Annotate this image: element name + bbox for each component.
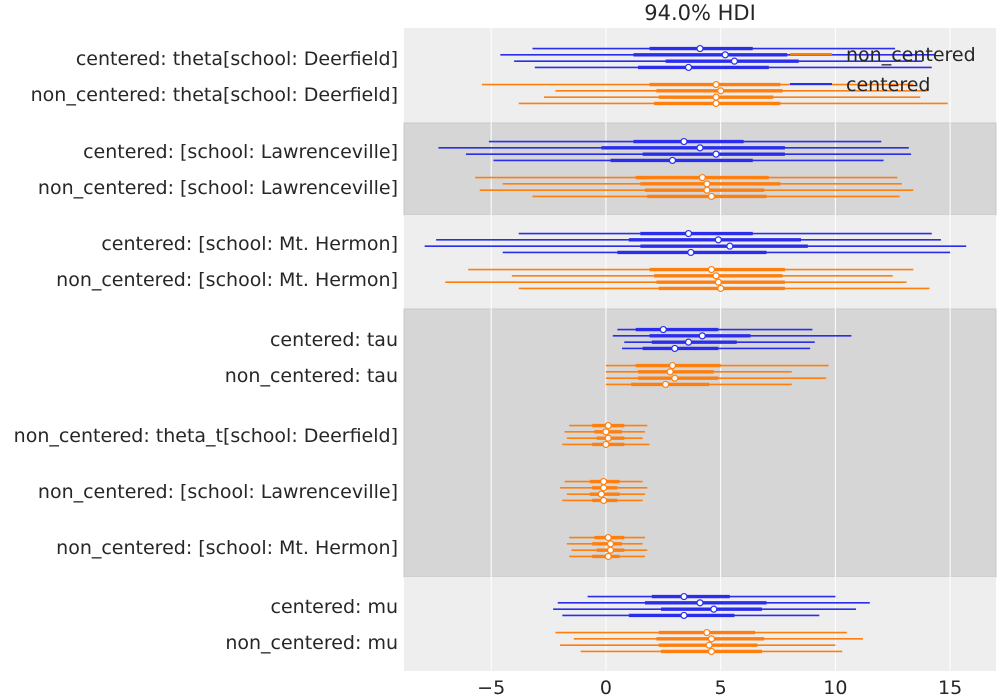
median-point-row5-chain1 bbox=[712, 272, 720, 280]
median-point-row3-chain3 bbox=[707, 192, 716, 201]
x-tick-label-1: 0 bbox=[600, 677, 612, 699]
band-4 bbox=[404, 577, 996, 671]
row-10-non_centered bbox=[566, 533, 648, 561]
median-point-row0-chain0 bbox=[696, 44, 704, 53]
row-2-centered bbox=[438, 137, 912, 165]
x-tick-label-4: 15 bbox=[938, 677, 962, 699]
legend-label-non-centered: non_centered bbox=[846, 44, 976, 66]
y-label-row-0: centered: theta[school: Deerfield] bbox=[76, 48, 398, 70]
row-0-centered bbox=[500, 44, 935, 72]
median-point-row5-chain3 bbox=[717, 284, 725, 293]
band-0 bbox=[404, 28, 996, 123]
y-label-row-8: non_centered: theta_t[school: Deerfield] bbox=[14, 425, 398, 447]
y-label-row-11: centered: mu bbox=[271, 596, 398, 618]
chart-title: 94.0% HDI bbox=[644, 1, 756, 25]
x-tick-labels: −5 0 5 10 15 bbox=[477, 677, 962, 699]
median-point-row12-chain0 bbox=[703, 628, 711, 637]
median-point-row10-chain3 bbox=[604, 552, 612, 561]
median-point-row8-chain3 bbox=[602, 440, 610, 449]
y-label-row-1: non_centered: theta[school: Deerfield] bbox=[31, 84, 398, 106]
median-point-row11-chain3 bbox=[680, 611, 688, 620]
median-point-row4-chain0 bbox=[684, 229, 693, 238]
median-point-row12-chain1 bbox=[707, 635, 716, 643]
median-point-row11-chain0 bbox=[680, 592, 688, 601]
median-point-row1-chain3 bbox=[712, 99, 720, 108]
band-3 bbox=[403, 308, 997, 578]
row-9-non_centered bbox=[560, 477, 648, 505]
median-point-row10-chain2 bbox=[606, 546, 615, 554]
median-point-row11-chain2 bbox=[710, 605, 718, 613]
y-label-row-9: non_centered: [school: Lawrenceville] bbox=[38, 481, 398, 503]
median-point-row0-chain3 bbox=[684, 63, 693, 72]
median-point-row0-chain2 bbox=[730, 57, 739, 65]
median-point-row9-chain0 bbox=[600, 477, 608, 486]
median-point-row6-chain1 bbox=[698, 332, 706, 340]
median-point-row6-chain3 bbox=[671, 344, 679, 353]
median-point-row2-chain0 bbox=[680, 137, 688, 146]
row-7-non_centered bbox=[605, 361, 829, 389]
median-point-row12-chain3 bbox=[707, 647, 716, 656]
row-1-non_centered bbox=[482, 80, 948, 108]
x-tick-label-0: −5 bbox=[477, 677, 505, 699]
legend: non_centered centered bbox=[790, 44, 976, 96]
median-point-row1-chain0 bbox=[712, 80, 720, 89]
y-label-row-6: centered: tau bbox=[270, 329, 398, 351]
legend-label-centered: centered bbox=[846, 74, 930, 96]
median-point-row2-chain3 bbox=[668, 156, 677, 165]
median-point-row7-chain3 bbox=[661, 380, 670, 389]
median-point-row9-chain3 bbox=[600, 496, 608, 505]
median-point-row6-chain0 bbox=[659, 325, 667, 334]
median-point-row10-chain1 bbox=[606, 540, 615, 548]
median-point-row8-chain0 bbox=[604, 421, 612, 430]
median-point-row7-chain2 bbox=[671, 374, 679, 382]
median-point-row4-chain2 bbox=[726, 242, 734, 250]
y-label-row-12: non_centered: mu bbox=[225, 632, 398, 654]
row-3-non_centered bbox=[475, 173, 914, 201]
row-4-centered bbox=[424, 229, 967, 257]
y-label-row-5: non_centered: [school: Mt. Hermon] bbox=[56, 269, 398, 291]
median-point-row7-chain1 bbox=[666, 368, 674, 376]
row-8-non_centered bbox=[562, 421, 650, 449]
median-point-row11-chain1 bbox=[696, 599, 704, 607]
median-point-row8-chain1 bbox=[602, 428, 610, 436]
median-point-row1-chain2 bbox=[712, 93, 720, 101]
median-point-row6-chain2 bbox=[684, 338, 693, 346]
y-labels: centered: theta[school: Deerfield] non_ce… bbox=[14, 48, 398, 654]
hdi-marks bbox=[424, 44, 967, 656]
median-point-row0-chain1 bbox=[721, 51, 729, 59]
row-bands bbox=[403, 28, 997, 671]
median-point-row3-chain2 bbox=[703, 186, 711, 194]
row-11-centered bbox=[553, 592, 870, 620]
x-tick-label-3: 10 bbox=[823, 677, 847, 699]
median-point-row8-chain2 bbox=[604, 434, 612, 442]
row-12-non_centered bbox=[555, 628, 863, 656]
median-point-row2-chain1 bbox=[696, 144, 704, 152]
median-point-row3-chain1 bbox=[703, 180, 711, 188]
median-point-row10-chain0 bbox=[604, 533, 612, 542]
y-label-row-4: centered: [school: Mt. Hermon] bbox=[101, 233, 398, 255]
median-point-row9-chain1 bbox=[600, 484, 608, 492]
band-1 bbox=[403, 122, 997, 216]
median-point-row3-chain0 bbox=[698, 173, 706, 182]
band-2 bbox=[404, 215, 996, 309]
median-point-row1-chain1 bbox=[717, 87, 725, 95]
row-6-centered bbox=[612, 325, 852, 353]
median-point-row5-chain2 bbox=[714, 278, 722, 286]
median-point-row7-chain0 bbox=[668, 361, 677, 370]
y-label-row-3: non_centered: [school: Lawrenceville] bbox=[38, 177, 398, 199]
median-point-row4-chain1 bbox=[714, 236, 722, 244]
median-point-row5-chain0 bbox=[707, 265, 716, 274]
x-gridlines bbox=[490, 28, 951, 671]
median-point-row9-chain2 bbox=[597, 490, 605, 498]
median-point-row2-chain2 bbox=[712, 150, 720, 158]
x-tick-label-2: 5 bbox=[715, 677, 727, 699]
y-label-row-7: non_centered: tau bbox=[225, 365, 398, 387]
y-label-row-10: non_centered: [school: Mt. Hermon] bbox=[56, 537, 398, 559]
row-5-non_centered bbox=[445, 265, 930, 293]
median-point-row12-chain2 bbox=[705, 641, 713, 649]
median-point-row4-chain3 bbox=[687, 248, 695, 257]
y-label-row-2: centered: [school: Lawrenceville] bbox=[83, 141, 398, 163]
